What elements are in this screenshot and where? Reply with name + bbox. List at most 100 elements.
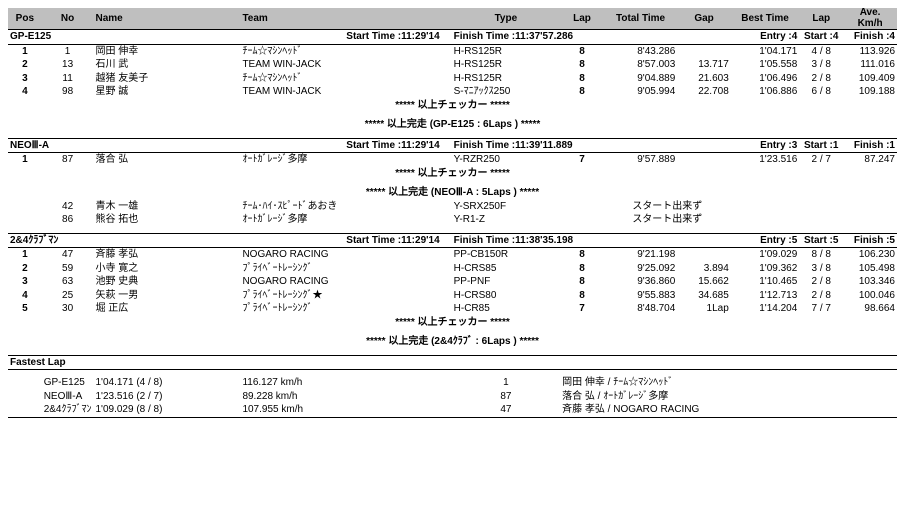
fastest-lap-header: Fastest Lap [8,356,897,370]
cell-ave: 106.230 [843,248,897,262]
cell-best: 1'12.713 [731,289,800,303]
result-row: 363池野 史典NOGARO RACINGPP-PNF89'36.86015.6… [8,275,897,289]
cell-total: 9'57.889 [604,153,677,167]
hdr-gap: Gap [677,8,730,30]
cell-ave: 98.664 [843,302,897,316]
result-row: 187落合 弘ｵｰﾄｶﾞﾚｰｼﾞ多摩Y-RZR25079'57.8891'23.… [8,153,897,167]
cell-note: スタート出来ず [604,213,731,227]
cell-blap: 2 / 7 [799,153,843,167]
cell-name: 池野 史典 [93,275,240,289]
finish-time: Finish Time :11:39'11.889 [452,139,604,153]
cell-name: 熊谷 拓也 [93,213,240,227]
finish-time: Finish Time :11:37'57.286 [452,30,604,45]
checker-msg: ***** 以上チェッカー ***** [8,99,897,113]
fastest-lap-row: GP-E1251'04.171 (4 / 8)116.127 km/h1岡田 伸… [8,376,897,390]
cell-blap: 2 / 8 [799,275,843,289]
finish-count: Finish :1 [843,139,897,153]
group-header: NEOⅢ-AStart Time :11:29'14Finish Time :1… [8,139,897,153]
cell-pos: 1 [8,248,42,262]
cell-team: ﾌﾟﾗｲﾍﾞｰﾄﾚｰｼﾝｸﾞ [240,302,451,316]
fl-speed: 116.127 km/h [240,376,451,390]
cell-team: NOGARO RACING [240,248,451,262]
cell-type: H-RS125R [452,44,560,58]
fl-speed: 107.955 km/h [240,403,451,417]
cell-pos: 4 [8,289,42,303]
cell-name: 岡田 伸幸 [93,44,240,58]
cell-total: 8'57.003 [604,58,677,72]
result-row: 530堀 正広ﾌﾟﾗｲﾍﾞｰﾄﾚｰｼﾝｸﾞH-CR8578'48.7041Lap… [8,302,897,316]
cell-type: PP-CB150R [452,248,560,262]
dns-row: 42青木 一雄ﾁｰﾑ･ﾊｲ･ｽﾋﾟｰﾄﾞあおきY-SRX250Fスタート出来ず [8,200,897,214]
fastest-lap-title: Fastest Lap [8,356,897,370]
cell-name: 斉藤 孝弘 [93,248,240,262]
cell-type: H-CR85 [452,302,560,316]
start-time: Start Time :11:29'14 [240,139,451,153]
group-header: GP-E125Start Time :11:29'14Finish Time :… [8,30,897,45]
cell-gap: 3.894 [677,262,730,276]
entry-count: Entry :3 [731,139,800,153]
cell-type: H-CRS85 [452,262,560,276]
cell-gap: 15.662 [677,275,730,289]
cell-team: ﾁｰﾑ･ﾊｲ･ｽﾋﾟｰﾄﾞあおき [240,200,451,214]
finish-count: Finish :4 [843,30,897,45]
cell-lap: 8 [560,85,604,99]
cell-total: 9'05.994 [604,85,677,99]
start-time: Start Time :11:29'14 [240,234,451,248]
cell-no: 87 [42,153,94,167]
cell-pos: 2 [8,58,42,72]
cell-team: TEAM WIN-JACK [240,85,451,99]
cell-pos: 2 [8,262,42,276]
fl-class: 2&4ｸﾗﾌﾞﾏﾝ [42,403,94,417]
cell-gap: 1Lap [677,302,730,316]
result-row: 11岡田 伸幸ﾁｰﾑ☆ﾏｼﾝﾍｯﾄﾞH-RS125R88'43.2861'04.… [8,44,897,58]
results-table: Pos No Name Team Type Lap Total Time Gap… [8,8,897,418]
cell-no: 86 [42,213,94,227]
hdr-lap: Lap [560,8,604,30]
cell-lap: 7 [560,153,604,167]
fl-time: 1'23.516 (2 / 7) [93,390,240,404]
cell-no: 98 [42,85,94,99]
finish-count: Finish :5 [843,234,897,248]
dns-row: 86熊谷 拓也ｵｰﾄｶﾞﾚｰｼﾞ多摩Y-R1-Zスタート出来ず [8,213,897,227]
header-row: Pos No Name Team Type Lap Total Time Gap… [8,8,897,30]
cell-best: 1'10.465 [731,275,800,289]
cell-total: 9'55.883 [604,289,677,303]
cell-type: Y-SRX250F [452,200,560,214]
cell-name: 矢萩 一男 [93,289,240,303]
cell-type: Y-R1-Z [452,213,560,227]
cell-total: 8'48.704 [604,302,677,316]
fl-class: NEOⅢ-A [42,390,94,404]
complete-msg: ***** 以上完走 (GP-E125 : 6Laps ) ***** [8,118,897,132]
cell-no: 42 [42,200,94,214]
cell-type: Y-RZR250 [452,153,560,167]
cell-gap [677,248,730,262]
cell-gap: 34.685 [677,289,730,303]
cell-ave: 109.409 [843,72,897,86]
cell-team: ﾌﾟﾗｲﾍﾞｰﾄﾚｰｼﾝｸﾞ★ [240,289,451,303]
cell-total: 9'04.889 [604,72,677,86]
cell-pos: 4 [8,85,42,99]
hdr-ave: Ave.Km/h [843,8,897,30]
cell-blap: 4 / 8 [799,44,843,58]
cell-best: 1'14.204 [731,302,800,316]
result-row: 425矢萩 一男ﾌﾟﾗｲﾍﾞｰﾄﾚｰｼﾝｸﾞ★H-CRS8089'55.8833… [8,289,897,303]
hdr-blap: Lap [799,8,843,30]
fastest-lap-row: NEOⅢ-A1'23.516 (2 / 7)89.228 km/h87落合 弘 … [8,390,897,404]
cell-ave: 111.016 [843,58,897,72]
cell-lap: 8 [560,72,604,86]
cell-best: 1'06.886 [731,85,800,99]
cell-no: 30 [42,302,94,316]
cell-ave: 87.247 [843,153,897,167]
fl-speed: 89.228 km/h [240,390,451,404]
cell-blap: 6 / 8 [799,85,843,99]
entry-count: Entry :4 [731,30,800,45]
result-row: 311越猪 友美子ﾁｰﾑ☆ﾏｼﾝﾍｯﾄﾞH-RS125R89'04.88921.… [8,72,897,86]
group-header: 2&4ｸﾗﾌﾞﾏﾝStart Time :11:29'14Finish Time… [8,234,897,248]
fl-rider: 斉藤 孝弘 / NOGARO RACING [560,403,897,417]
result-row: 498星野 誠TEAM WIN-JACKS-ﾏﾆｱｯｸｽ25089'05.994… [8,85,897,99]
cell-team: ﾁｰﾑ☆ﾏｼﾝﾍｯﾄﾞ [240,72,451,86]
cell-team: NOGARO RACING [240,275,451,289]
start-count: Start :5 [799,234,843,248]
cell-gap: 21.603 [677,72,730,86]
cell-pos: 3 [8,72,42,86]
